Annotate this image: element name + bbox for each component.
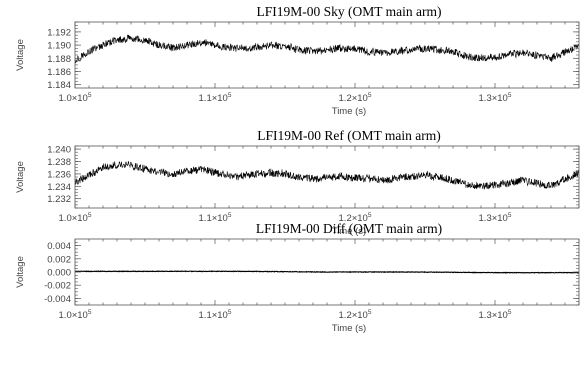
y-axis-label: Voltage: [15, 39, 26, 71]
y-tick-label: 1.236: [47, 169, 71, 180]
y-tick-label: -0.004: [44, 294, 71, 305]
x-tick-label: 1.1×105: [199, 309, 232, 321]
panel-2: LFI19M-00 Ref (OMT main arm) Voltage Time …: [15, 128, 580, 237]
y-axis-label: Voltage: [15, 256, 26, 288]
y-tick-label: 1.188: [47, 54, 71, 65]
x-tick-label: 1.3×105: [479, 309, 512, 321]
data-series-line: [75, 270, 579, 274]
y-tick-label: 1.232: [47, 194, 71, 205]
chart-title: LFI19M-00 Ref (OMT main arm): [257, 128, 440, 143]
y-tick-label: 0.000: [47, 268, 71, 279]
data-series-line: [75, 34, 579, 64]
x-tick-label: 1.1×105: [199, 212, 232, 224]
y-axis-label: Voltage: [15, 161, 26, 193]
x-tick-label: 1.1×105: [199, 92, 232, 104]
x-tick-label: 1.0×105: [59, 309, 92, 321]
panel-1: LFI19M-00 Sky (OMT main arm) Voltage Time …: [15, 4, 580, 117]
x-tick-label: 1.3×105: [479, 212, 512, 224]
y-tick-label: 1.186: [47, 67, 71, 78]
x-axis-label: Time (s): [332, 106, 366, 117]
x-tick-label: 1.2×105: [339, 212, 372, 224]
x-tick-label: 1.2×105: [339, 92, 372, 104]
data-series-line: [75, 160, 579, 190]
y-tick-label: 1.238: [47, 157, 71, 168]
panel-3: LFI19M-00 Diff (OMT main arm) Voltage Time…: [15, 221, 580, 334]
x-tick-label: 1.0×105: [59, 92, 92, 104]
x-tick-label: 1.2×105: [339, 309, 372, 321]
y-tick-label: 1.234: [47, 182, 71, 193]
x-axis-label: Time (s): [332, 323, 366, 334]
plot-frame: [74, 145, 580, 209]
chart-title: LFI19M-00 Sky (OMT main arm): [257, 4, 442, 19]
y-tick-label: 1.190: [47, 41, 71, 52]
x-tick-label: 1.3×105: [479, 92, 512, 104]
y-tick-label: 0.002: [47, 254, 71, 265]
y-tick-label: 1.192: [47, 27, 71, 38]
y-tick-label: 1.184: [47, 80, 71, 91]
y-tick-label: 0.004: [47, 241, 71, 252]
x-tick-label: 1.0×105: [59, 212, 92, 224]
x-axis-label: Time (s): [332, 226, 366, 237]
y-tick-label: 1.240: [47, 145, 71, 156]
y-tick-label: -0.002: [44, 281, 71, 292]
chart-title: LFI19M-00 Diff (OMT main arm): [256, 221, 442, 236]
